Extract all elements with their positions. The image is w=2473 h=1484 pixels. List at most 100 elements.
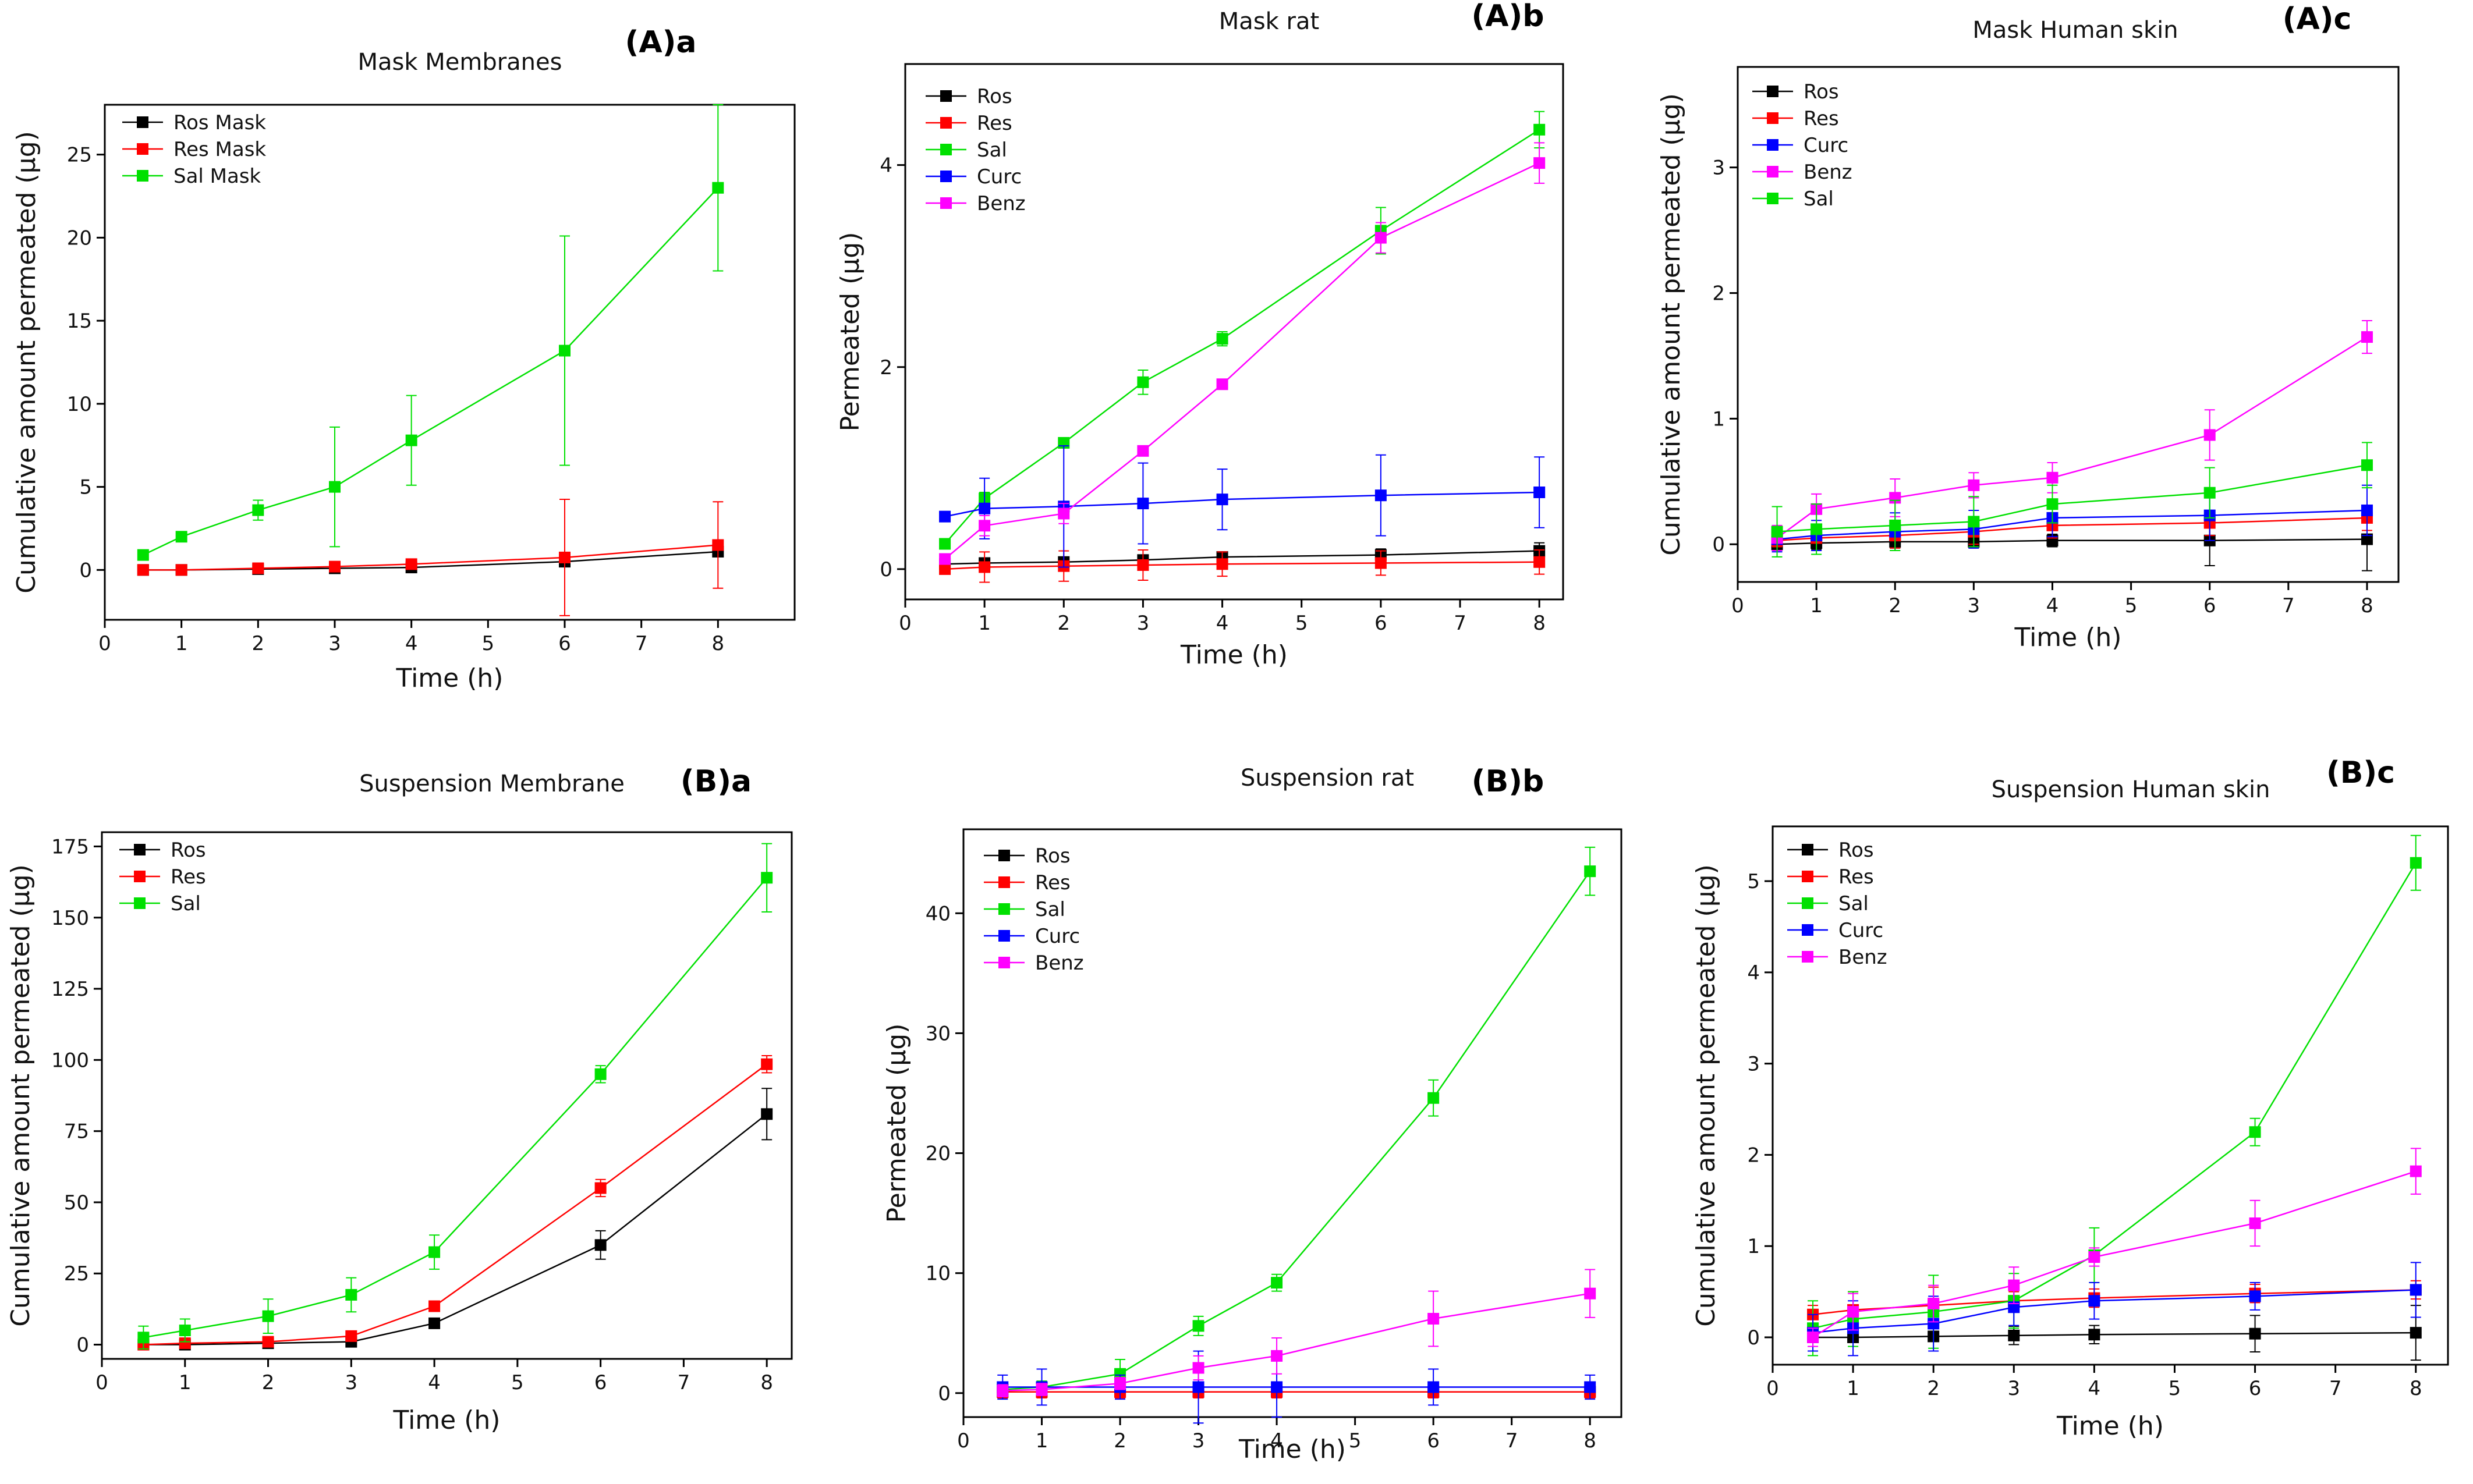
y-tick-label: 5 [79, 476, 92, 499]
data-point [761, 1058, 773, 1070]
series-sal [137, 843, 773, 1350]
y-tick-label: 0 [79, 559, 92, 582]
data-point [2361, 459, 2373, 471]
data-point [939, 510, 951, 523]
chart-title: Suspension Human skin [1992, 776, 2270, 803]
legend-marker [1802, 844, 1813, 855]
series-line [1812, 1170, 2417, 1339]
panel-tag: (B)a [681, 764, 752, 799]
data-point [712, 539, 724, 551]
series-sal [1771, 442, 2373, 558]
x-tick-label: 2 [1057, 612, 1070, 635]
legend-marker [998, 930, 1010, 942]
x-tick-label: 5 [511, 1371, 524, 1394]
panel-aa: 0 1 2 3 4 5 6 7 8 0 5 10 15 20 25 Mask Membranes (A)a Tim… [12, 25, 796, 693]
data-point [979, 520, 991, 532]
panel-tag: (B)b [1472, 764, 1544, 799]
chart-title: Suspension Membrane [359, 771, 625, 797]
legend-marker [1802, 871, 1813, 882]
data-point [1374, 557, 1387, 569]
legend-marker [1802, 897, 1813, 909]
legend-label: Sal [1035, 898, 1065, 921]
x-tick-label: 1 [179, 1371, 192, 1394]
legend: Ros Mask Res Mask Sal Mask [122, 111, 266, 188]
plot-frame [962, 828, 1622, 1418]
x-tick-label: 0 [1731, 594, 1744, 617]
data-point [329, 560, 341, 573]
data-point [345, 1330, 357, 1342]
data-point [1036, 1383, 1048, 1396]
legend-label: Curc [1035, 925, 1080, 948]
x-tick-label: 5 [2169, 1377, 2181, 1400]
series-line [1002, 871, 1591, 1390]
legend-marker [1767, 166, 1778, 177]
legend-marker [137, 116, 148, 128]
data-point [405, 434, 417, 446]
data-point [939, 563, 951, 575]
data-point [997, 1384, 1009, 1397]
y-tick-label: 1 [1747, 1235, 1760, 1258]
series-res [1771, 505, 2373, 552]
chart-title: Mask Human skin [1972, 17, 2178, 44]
data-point [1137, 376, 1149, 388]
legend-marker [137, 143, 148, 155]
legend-marker [940, 197, 952, 209]
series-curc [1807, 1262, 2422, 1357]
data-point [2410, 1165, 2422, 1177]
x-tick-label: 2 [1114, 1429, 1126, 1453]
panel-bc: 0 1 2 3 4 5 6 7 8 0 1 2 3 4 5 Suspension Human skin (B)c… [1691, 755, 2449, 1441]
data-point [345, 1288, 357, 1301]
data-point [1427, 1381, 1440, 1393]
series-ros [1807, 1305, 2422, 1361]
y-tick-label: 3 [1712, 157, 1725, 180]
data-point [1216, 558, 1228, 570]
x-tick-label: 0 [98, 632, 111, 655]
x-tick-label: 8 [1533, 612, 1546, 635]
data-point [2361, 504, 2373, 516]
plot-frame [1772, 825, 2449, 1366]
x-tick-label: 3 [345, 1371, 357, 1394]
y-tick-label: 3 [1747, 1053, 1760, 1076]
legend-label: Sal [1804, 187, 1834, 211]
plot-frame [104, 104, 796, 621]
data-point [1584, 1287, 1596, 1300]
series-res-mask [137, 499, 724, 616]
data-point [594, 1239, 607, 1251]
legend-label: Curc [1804, 134, 1848, 157]
legend-marker [1802, 924, 1813, 936]
data-point [2410, 857, 2422, 869]
series-line [1813, 1332, 2416, 1339]
legend: Ros Res Sal Curc Benz [1787, 839, 1887, 969]
x-axis-label: Time (h) [393, 1405, 501, 1435]
data-point [262, 1336, 274, 1348]
x-tick-label: 7 [678, 1371, 690, 1394]
legend-label: Curc [1838, 919, 1883, 942]
plot-frame [904, 63, 1564, 601]
x-tick-label: 4 [1216, 612, 1229, 635]
x-tick-label: 2 [1927, 1377, 1940, 1400]
data-point [1192, 1381, 1204, 1393]
legend-marker [998, 850, 1010, 861]
series-benz [1771, 320, 2373, 552]
y-axis-label: Permeated (µg) [882, 1024, 912, 1223]
panel-ac: 0 1 2 3 4 5 6 7 8 0 1 2 3 Mask Human skin (A)c Time (h)… [1656, 2, 2400, 652]
data-point [2088, 1329, 2100, 1341]
series-line [1776, 336, 2368, 539]
series-res [1807, 1280, 2422, 1329]
y-tick-label: 2 [1747, 1144, 1760, 1167]
series-curc [997, 1350, 1596, 1424]
x-tick-label: 1 [1036, 1429, 1048, 1453]
data-point [1811, 523, 1823, 535]
legend-label: Sal [977, 139, 1007, 162]
y-tick-label: 0 [1747, 1326, 1760, 1350]
series-benz [939, 142, 1546, 565]
x-tick-label: 8 [712, 632, 725, 655]
chart-title: Mask Membranes [358, 49, 562, 76]
panel-tag: (A)b [1472, 0, 1544, 34]
x-tick-label: 1 [175, 632, 188, 655]
y-tick-label: 15 [67, 310, 92, 333]
panel-ba: 0 1 2 3 4 5 6 7 8 0 25 50 75 100 125 150 175 Suspension M… [6, 764, 793, 1435]
legend-marker [940, 144, 952, 155]
data-point [2410, 1327, 2422, 1339]
